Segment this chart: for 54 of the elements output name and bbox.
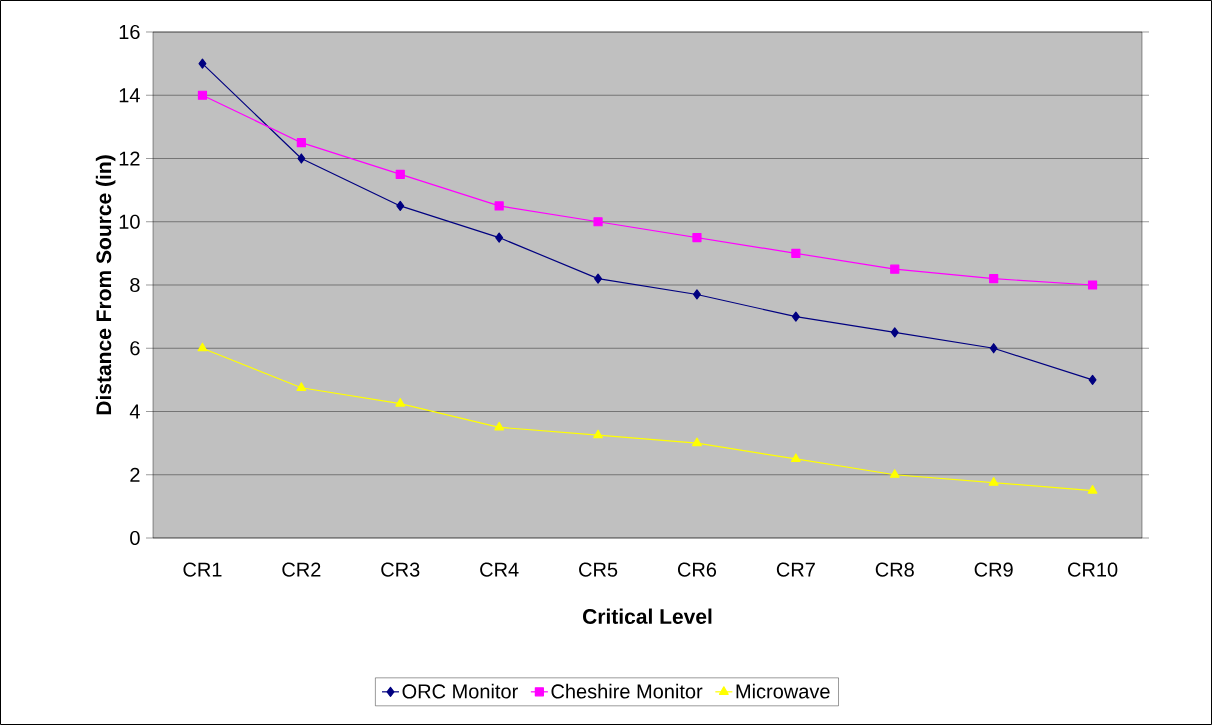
x-tick-label: CR8 xyxy=(875,562,914,577)
x-tick-label: CR10 xyxy=(1068,562,1118,577)
point xyxy=(197,90,208,100)
x-axis-title: Critical Level xyxy=(583,608,712,624)
legend-label: Cheshire Monitor xyxy=(551,683,703,699)
y-tick-label: 0 xyxy=(130,530,140,546)
x-tick-label: CR1 xyxy=(183,562,222,577)
point xyxy=(890,327,899,338)
point xyxy=(692,437,702,447)
point xyxy=(692,232,702,243)
point xyxy=(494,201,504,211)
y-tick-label: 16 xyxy=(119,24,140,40)
point xyxy=(989,274,999,284)
y-tick-label: 4 xyxy=(129,404,140,419)
point xyxy=(791,248,801,258)
point xyxy=(296,382,307,391)
y-tick-label: 14 xyxy=(119,88,140,103)
y-axis-title: Distance From Source (in) xyxy=(95,155,116,415)
point xyxy=(494,421,505,431)
y-tick-label: 2 xyxy=(130,467,140,482)
x-tick-label: CR9 xyxy=(974,562,1013,577)
point xyxy=(790,453,801,463)
point xyxy=(889,469,900,478)
y-tick-label: 12 xyxy=(119,151,140,166)
point xyxy=(1087,280,1098,290)
point xyxy=(296,138,306,148)
x-tick-label: CR6 xyxy=(677,562,717,577)
point xyxy=(297,153,306,164)
x-tick-label: CR3 xyxy=(381,562,420,577)
point xyxy=(988,477,999,486)
point xyxy=(1087,484,1098,494)
point xyxy=(198,58,207,69)
y-tick-label: 6 xyxy=(130,341,140,356)
point xyxy=(396,200,405,212)
x-tick-label: CR5 xyxy=(579,562,618,577)
point xyxy=(791,311,800,322)
point xyxy=(890,264,900,274)
point xyxy=(495,232,504,243)
legend-label: Microwave xyxy=(736,683,830,699)
y-tick-label: 8 xyxy=(130,277,140,293)
point xyxy=(395,169,405,179)
point xyxy=(989,343,998,354)
point xyxy=(594,273,603,284)
point xyxy=(692,289,701,300)
point xyxy=(593,217,603,227)
point xyxy=(593,429,603,439)
point xyxy=(395,397,406,407)
legend-label: ORC Monitor xyxy=(402,683,518,699)
x-tick-label: CR7 xyxy=(776,562,815,577)
x-tick-label: CR2 xyxy=(282,562,321,577)
y-tick-label: 10 xyxy=(119,214,140,229)
point xyxy=(197,342,208,352)
point xyxy=(1088,374,1097,385)
x-tick-label: CR4 xyxy=(480,562,519,577)
